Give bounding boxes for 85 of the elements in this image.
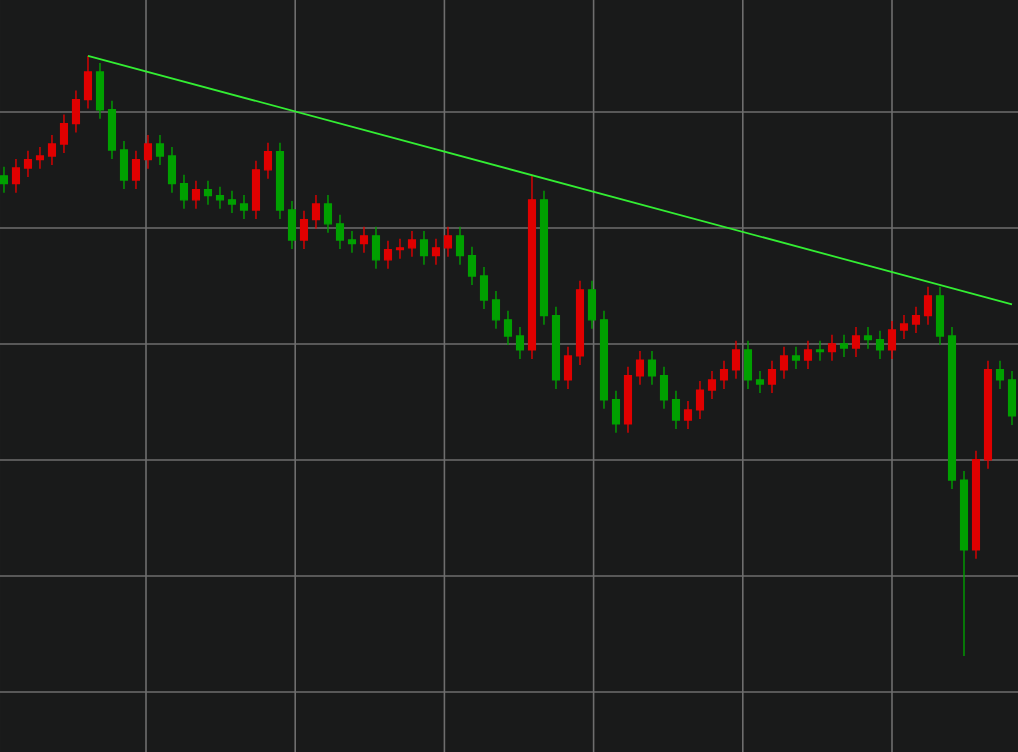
candlestick xyxy=(623,365,633,434)
candlestick xyxy=(587,280,597,330)
candlestick xyxy=(803,340,813,370)
candlestick xyxy=(815,340,825,362)
candlestick xyxy=(443,226,453,258)
candlestick xyxy=(491,290,501,330)
candlestick xyxy=(251,160,261,220)
candlestick xyxy=(683,400,693,430)
candlestick xyxy=(611,389,621,434)
candlestick xyxy=(503,310,513,346)
candlestick xyxy=(707,370,717,400)
candlestick xyxy=(47,134,57,166)
candlestick xyxy=(467,245,477,286)
candlestick xyxy=(347,230,357,254)
candlestick xyxy=(659,365,669,410)
candlestick xyxy=(851,326,861,358)
candlestick xyxy=(83,55,93,110)
candlestick xyxy=(731,340,741,380)
candlestick xyxy=(119,140,129,190)
candlestick xyxy=(635,350,645,386)
candlestick xyxy=(179,173,189,210)
candlestick xyxy=(143,134,153,170)
candlestick xyxy=(935,286,945,346)
candlestick xyxy=(827,334,837,362)
candlestick xyxy=(527,175,537,360)
candlestick xyxy=(983,359,993,470)
candlestick xyxy=(407,230,417,258)
candlestick xyxy=(563,346,573,390)
candlestick xyxy=(875,329,885,360)
candlestick xyxy=(239,194,249,220)
candlestick xyxy=(191,179,201,210)
candlestick xyxy=(995,359,1005,390)
candlestick xyxy=(455,226,465,266)
candlestick xyxy=(359,226,369,254)
candlestick xyxy=(575,280,585,366)
candlestick xyxy=(35,146,45,170)
candlestick xyxy=(275,142,285,220)
candlestick xyxy=(227,190,237,214)
candlestick xyxy=(719,359,729,390)
candlestick xyxy=(215,185,225,210)
candlestick xyxy=(419,230,429,266)
candlestick xyxy=(839,334,849,358)
candlestick xyxy=(395,238,405,260)
candlestick xyxy=(767,359,777,394)
candlestick xyxy=(263,142,273,180)
candlestick xyxy=(695,380,705,420)
candlestick xyxy=(59,113,69,154)
candlestick xyxy=(515,326,525,360)
candlestick xyxy=(335,214,345,250)
candlestick xyxy=(371,226,381,270)
candlestick xyxy=(95,62,105,120)
candlestick xyxy=(131,149,141,190)
candlestick xyxy=(107,100,117,160)
candlestick xyxy=(887,320,897,360)
candlestick xyxy=(167,146,177,194)
candlestick xyxy=(155,134,165,166)
candlestick xyxy=(755,370,765,394)
candlestick xyxy=(743,340,753,390)
candlestick xyxy=(299,209,309,250)
candlestick xyxy=(959,470,969,657)
candlestick xyxy=(71,89,81,134)
candlestick xyxy=(0,166,9,194)
candlestick xyxy=(11,158,21,194)
candlestick xyxy=(551,305,561,390)
candlestick xyxy=(671,389,681,430)
candlestick xyxy=(863,326,873,350)
candlestick xyxy=(899,314,909,340)
candlestick xyxy=(287,200,297,250)
candlestick xyxy=(431,238,441,266)
candlestick xyxy=(923,286,933,326)
candlestick xyxy=(311,194,321,230)
candlestick xyxy=(479,266,489,310)
candlestick xyxy=(383,239,393,270)
candlestick xyxy=(911,305,921,334)
candlestick xyxy=(599,310,609,410)
candlestick xyxy=(23,149,33,178)
candlestick xyxy=(647,350,657,386)
candlestick xyxy=(323,194,333,234)
candlestick xyxy=(971,450,981,560)
candlestick xyxy=(203,179,213,206)
candlestick xyxy=(779,346,789,380)
candlestick xyxy=(791,346,801,370)
candlestick xyxy=(1007,370,1017,426)
candlestick xyxy=(539,190,549,326)
candlestick xyxy=(947,326,957,490)
